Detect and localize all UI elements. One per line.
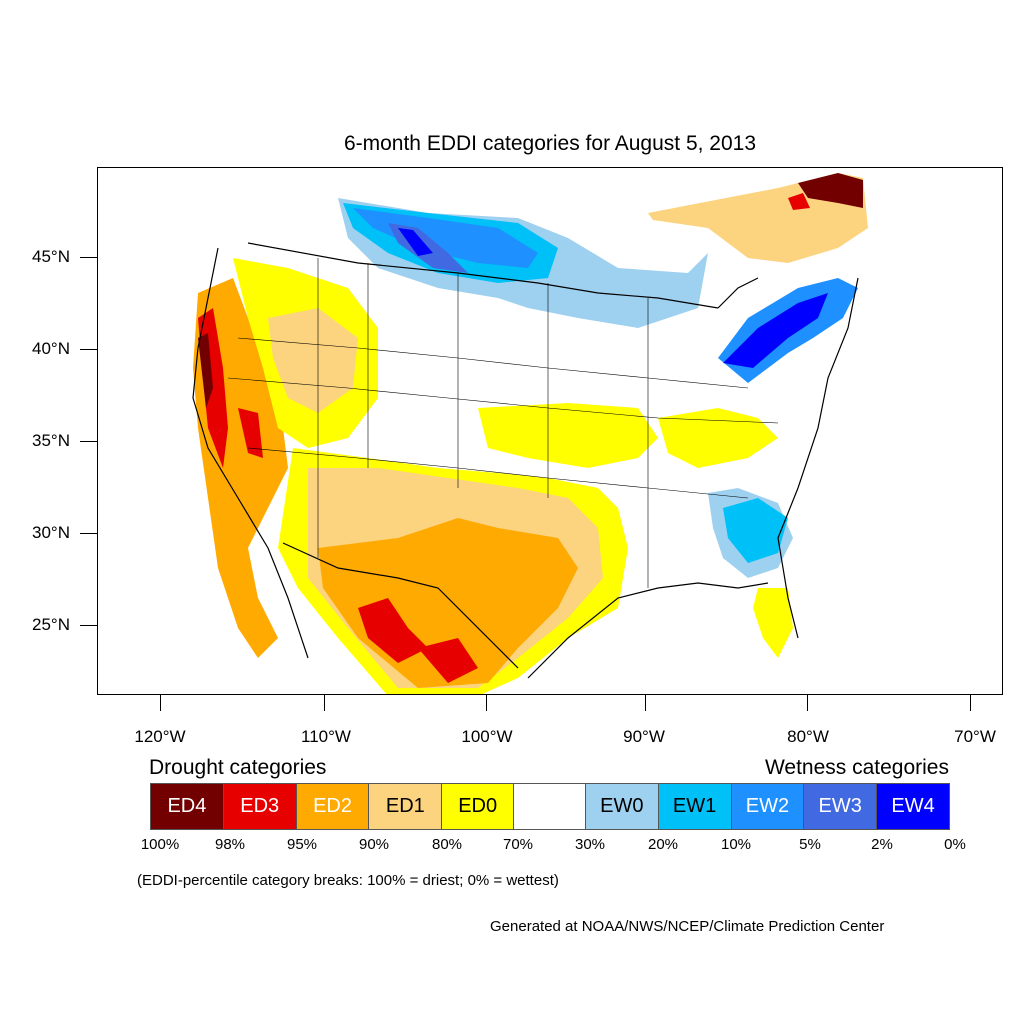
lon-label-80: 80°W bbox=[787, 727, 829, 746]
percentile-label: 20% bbox=[647, 836, 679, 853]
east-coastline bbox=[777, 277, 859, 639]
boundary-lines bbox=[192, 242, 859, 679]
lon-tick bbox=[160, 695, 161, 711]
legend-box-ed3: ED3 bbox=[223, 784, 297, 829]
drought-categories-heading: Drought categories bbox=[149, 756, 327, 779]
percentile-label: 10% bbox=[720, 836, 752, 853]
lat-tick bbox=[80, 441, 97, 442]
midwest-drought-band bbox=[478, 403, 658, 468]
lat-label-30: 30°N bbox=[32, 523, 70, 542]
lon-tick bbox=[324, 695, 325, 711]
percentile-label: 80% bbox=[431, 836, 463, 853]
percentile-label: 95% bbox=[286, 836, 318, 853]
eddi-map bbox=[192, 173, 868, 694]
percentile-label: 0% bbox=[944, 836, 966, 853]
florida-drought bbox=[753, 588, 793, 658]
us-mexico-border bbox=[282, 542, 519, 669]
gulf-coastline bbox=[527, 582, 769, 679]
percentile-label: 2% bbox=[871, 836, 893, 853]
percentile-label: 90% bbox=[358, 836, 390, 853]
us-canada-border bbox=[247, 242, 719, 309]
credit-line: Generated at NOAA/NWS/NCEP/Climate Predi… bbox=[490, 918, 885, 935]
percentile-label: 98% bbox=[214, 836, 246, 853]
lat-label-40: 40°N bbox=[32, 339, 70, 358]
legend-box-ed0: ED0 bbox=[442, 784, 515, 829]
legend-box-ew0: EW0 bbox=[585, 784, 659, 829]
legend-box-ed4: ED4 bbox=[151, 784, 224, 829]
percentile-label: 30% bbox=[574, 836, 606, 853]
lon-tick bbox=[645, 695, 646, 711]
lat-label-45: 45°N bbox=[32, 247, 70, 266]
legend-box-ed2: ED2 bbox=[296, 784, 370, 829]
west-coastline bbox=[192, 247, 309, 659]
lat-tick bbox=[80, 257, 97, 258]
legend-box-ew4: EW4 bbox=[877, 784, 949, 829]
lon-label-90: 90°W bbox=[623, 727, 665, 746]
legend-box-ed1: ED1 bbox=[369, 784, 443, 829]
percentile-label: 5% bbox=[799, 836, 821, 853]
lat-tick bbox=[80, 625, 97, 626]
lon-tick bbox=[486, 695, 487, 711]
percentile-label: 100% bbox=[140, 836, 180, 853]
lat-tick bbox=[80, 349, 97, 350]
lat-label-25: 25°N bbox=[32, 615, 70, 634]
map-frame bbox=[97, 167, 1003, 695]
legend-box-ew3: EW3 bbox=[804, 784, 878, 829]
legend-box-ew1: EW1 bbox=[658, 784, 732, 829]
lon-label-70: 70°W bbox=[954, 727, 996, 746]
lat-tick bbox=[80, 533, 97, 534]
category-breaks-note: (EDDI-percentile category breaks: 100% =… bbox=[137, 872, 559, 889]
map-title: 6-month EDDI categories for August 5, 20… bbox=[343, 132, 757, 155]
wetness-categories-heading: Wetness categories bbox=[764, 756, 949, 779]
percentile-label: 70% bbox=[502, 836, 534, 853]
legend-box-ew2: EW2 bbox=[731, 784, 805, 829]
legend-box-normal bbox=[514, 784, 586, 829]
lon-label-100: 100°W bbox=[461, 727, 513, 746]
lon-tick bbox=[970, 695, 971, 711]
lon-tick bbox=[807, 695, 808, 711]
canada-ed4-region bbox=[798, 173, 863, 208]
lon-label-120: 120°W bbox=[134, 727, 186, 746]
category-legend-bar: ED4 ED3 ED2 ED1 ED0 EW0 EW1 EW2 EW3 EW4 bbox=[150, 783, 950, 830]
lat-label-35: 35°N bbox=[32, 431, 70, 450]
lon-label-110: 110°W bbox=[301, 727, 351, 746]
state-lines bbox=[227, 258, 779, 588]
